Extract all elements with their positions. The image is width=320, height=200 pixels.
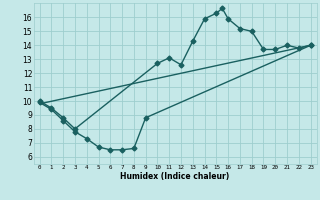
X-axis label: Humidex (Indice chaleur): Humidex (Indice chaleur) [121, 172, 230, 181]
